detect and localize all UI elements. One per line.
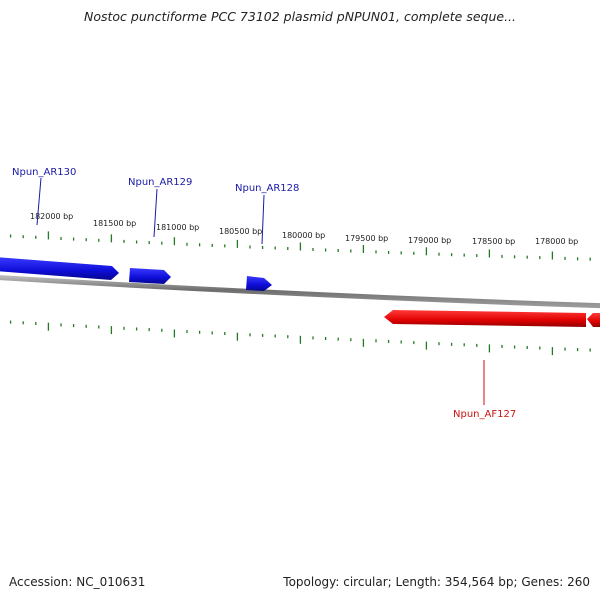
gene-label-npun-af127[interactable]: Npun_AF127 — [453, 409, 516, 420]
outer-tick-track — [9, 231, 591, 261]
tick-label: 179000 bp — [408, 236, 451, 245]
gene-arrow-npun-ar129[interactable] — [129, 268, 171, 284]
gene-arrow-npun-ar128[interactable] — [246, 276, 272, 291]
sequence-title: Nostoc punctiforme PCC 73102 plasmid pNP… — [83, 9, 516, 24]
label-leader-line — [153, 188, 158, 238]
gene-arrow-continuation[interactable] — [587, 313, 600, 327]
tick-label: 182000 bp — [30, 212, 73, 221]
topology-summary: Topology: circular; Length: 354,564 bp; … — [283, 575, 590, 589]
backbone-track — [0, 275, 600, 309]
tick-label: 178500 bp — [472, 237, 515, 246]
gene-arrow-npun-ar130[interactable] — [0, 257, 119, 280]
tick-label: 179500 bp — [345, 234, 388, 243]
inner-tick-track — [9, 320, 591, 356]
label-leader-line — [261, 194, 265, 245]
gene-label-npun-ar130[interactable]: Npun_AR130 — [12, 167, 76, 178]
gene-label-npun-ar129[interactable]: Npun_AR129 — [128, 177, 192, 188]
position-tick-labels: 182000 bp 181500 bp 181000 bp 180500 bp … — [30, 212, 578, 246]
tick-label: 180000 bp — [282, 231, 325, 240]
gene-arrow-npun-af127[interactable] — [384, 310, 586, 327]
tick-label: 181500 bp — [93, 219, 136, 228]
accession-text: Accession: NC_010631 — [9, 575, 146, 589]
label-leader-line — [36, 177, 42, 226]
tick-label: 178000 bp — [535, 237, 578, 246]
tick-label: 181000 bp — [156, 223, 199, 232]
tick-label: 180500 bp — [219, 227, 262, 236]
gene-label-npun-ar128[interactable]: Npun_AR128 — [235, 183, 299, 194]
